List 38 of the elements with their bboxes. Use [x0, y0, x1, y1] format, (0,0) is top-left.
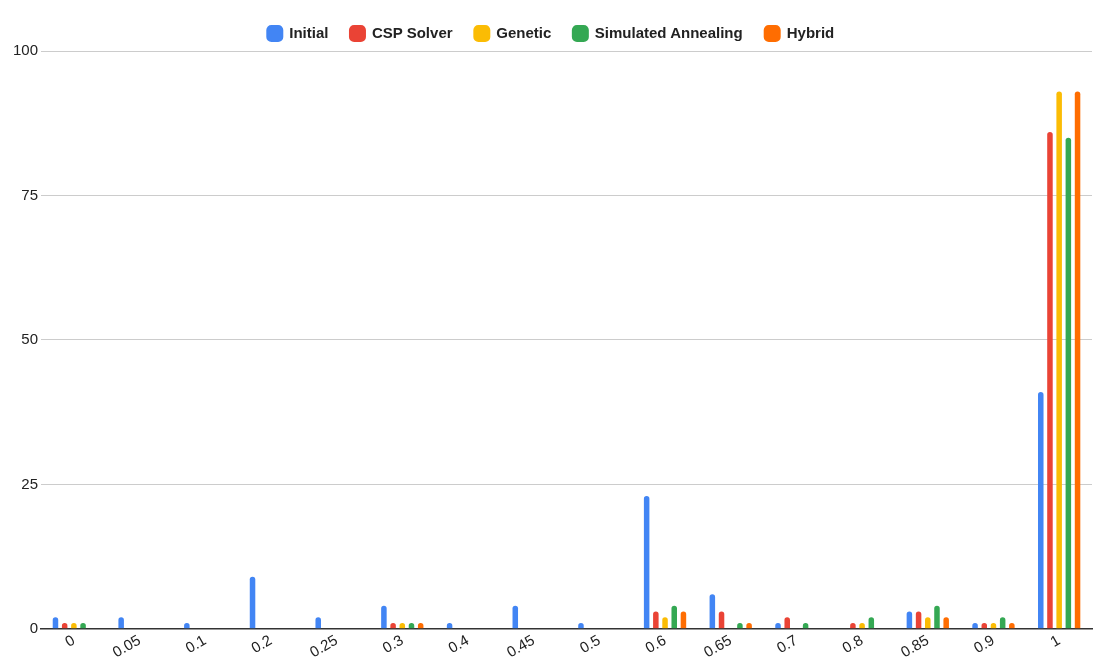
x-tick-label: 0.4 [445, 631, 472, 657]
bar [934, 605, 940, 629]
x-tick-label: 0 [61, 631, 78, 650]
x-tick-label: 0.2 [247, 631, 275, 657]
bar [671, 605, 677, 629]
bar [1074, 91, 1081, 629]
x-tick-label: 0.65 [700, 631, 735, 661]
x-tick-label: 0.85 [897, 631, 932, 661]
x-tick-label: 1 [1047, 631, 1063, 650]
y-tick-label: 25 [21, 474, 39, 492]
bar [1056, 91, 1062, 629]
bar [1047, 131, 1053, 629]
bar [709, 594, 716, 629]
x-tick-label: 0.45 [503, 631, 538, 661]
bar [643, 495, 650, 629]
x-tick-label: 0.1 [182, 631, 209, 657]
legend-label: Initial [289, 23, 329, 41]
y-tick-label: 100 [13, 41, 39, 59]
x-tick-label: 0.05 [109, 631, 144, 661]
x-tick-label: 0.3 [379, 631, 406, 657]
legend-label: Genetic [496, 23, 552, 41]
bar [249, 576, 256, 629]
x-tick-label: 0.25 [306, 631, 341, 661]
y-tick-label: 75 [21, 185, 39, 203]
bar [1065, 137, 1072, 629]
bar [1038, 391, 1044, 629]
x-tick-label: 0.8 [839, 631, 866, 657]
bar [381, 605, 387, 629]
y-tick-label: 50 [21, 330, 39, 348]
x-tick-label: 0.5 [576, 631, 603, 657]
legend-label: Simulated Annealing [594, 23, 743, 41]
x-tick-label: 0.7 [773, 631, 800, 657]
legend-label: CSP Solver [371, 23, 453, 41]
legend-label: Hybrid [786, 23, 835, 41]
y-tick-label: 0 [29, 618, 39, 636]
bar [512, 605, 519, 629]
x-tick-label: 0.9 [970, 631, 998, 657]
x-tick-label: 0.6 [642, 631, 669, 657]
